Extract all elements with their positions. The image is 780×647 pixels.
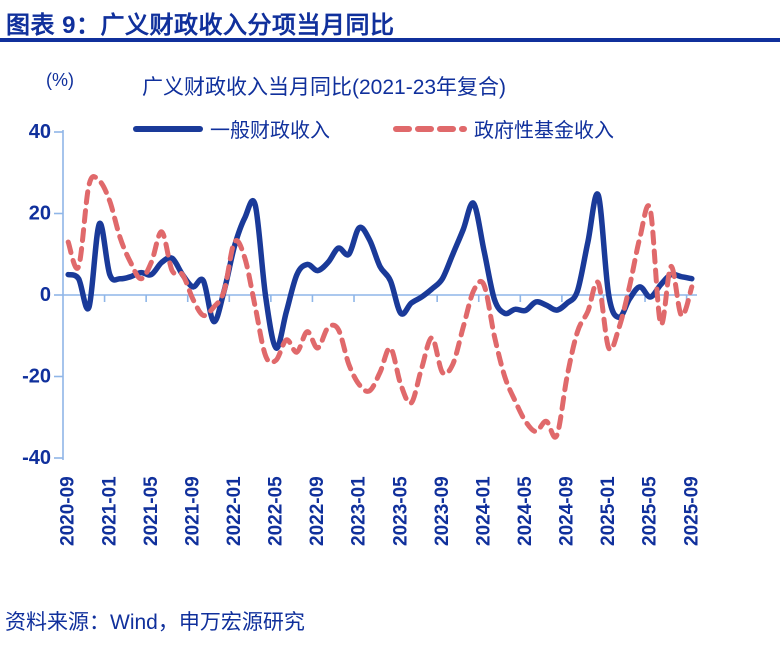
x-tick-label: 2023-09 [432, 476, 453, 546]
y-tick-label: -40 [22, 447, 51, 469]
title-underline [0, 38, 780, 42]
series-line-general-revenue [65, 191, 695, 351]
x-tick-label: 2021-05 [141, 476, 162, 546]
x-tick-label: 2022-09 [307, 476, 328, 546]
x-tick-label: 2024-01 [473, 476, 494, 546]
chart-title: 广义财政收入当月同比(2021-23年复合) [142, 76, 507, 99]
legend: 一般财政收入 政府性基金收入 [132, 114, 614, 143]
legend-dashed-line-icon [393, 125, 467, 132]
legend-item-general-revenue: 一般财政收入 [132, 114, 330, 143]
legend-label-govfund-revenue: 政府性基金收入 [474, 120, 614, 142]
series-line-govfund-revenue [65, 174, 695, 440]
x-tick-label: 2025-01 [598, 476, 619, 546]
y-tick-label: 0 [40, 284, 51, 306]
source-note: 资料来源：Wind，申万宏源研究 [5, 611, 305, 634]
x-tick-label: 2024-05 [515, 476, 536, 546]
x-tick-label: 2021-01 [99, 476, 120, 546]
legend-item-govfund-revenue: 政府性基金收入 [392, 114, 614, 143]
x-tick-label: 2020-09 [58, 476, 79, 546]
x-tick-label: 2025-09 [681, 476, 702, 546]
x-tick-label: 2022-05 [266, 476, 287, 546]
y-tick-label: 40 [29, 121, 51, 143]
page-title: 图表 9：广义财政收入分项当月同比 [6, 12, 395, 39]
x-tick-label: 2023-01 [349, 476, 370, 546]
plot-area: 40 20 0 -20 -40 2020-09 2021-01 2021-05 2021-09 2… [22, 121, 702, 546]
x-tick-label: 2023-05 [390, 476, 411, 546]
legend-solid-line-icon [133, 125, 203, 132]
x-tick-label: 2024-09 [557, 476, 578, 546]
x-tick-label: 2021-09 [182, 476, 203, 546]
x-tick-label: 2025-05 [640, 476, 661, 546]
y-tick-label: 20 [29, 203, 51, 225]
legend-label-general-revenue: 一般财政收入 [210, 120, 330, 142]
x-tick-label: 2022-01 [224, 476, 245, 546]
y-tick-label: -20 [22, 366, 51, 388]
y-axis-unit-label: (%) [46, 70, 74, 90]
